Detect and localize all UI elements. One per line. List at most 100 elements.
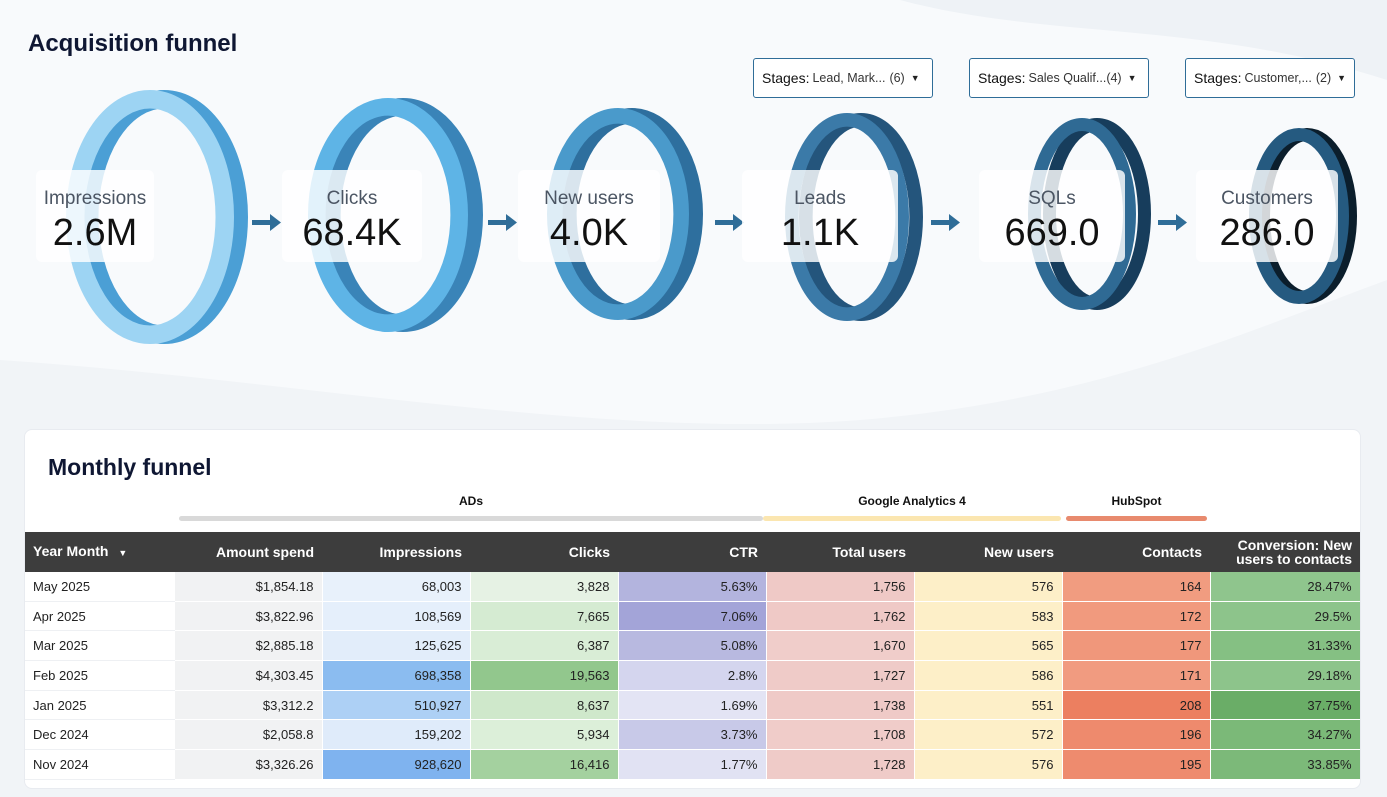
arrow-right-icon <box>715 214 744 231</box>
table-row[interactable]: Jan 2025 $3,312.2 510,927 8,637 1.69% 1,738 55… <box>25 690 1360 721</box>
cell-impressions: 698,358 <box>322 660 471 691</box>
col-header-contacts[interactable]: Contacts <box>1062 532 1210 572</box>
col-header-clicks[interactable]: Clicks <box>470 532 618 572</box>
page-title: Acquisition funnel <box>28 30 238 57</box>
monthly-funnel-table: Year Month ▼ Amount spend Impressions Cl… <box>25 532 1360 780</box>
chevron-down-icon: ▼ <box>1127 73 1137 83</box>
cell-year-month: Dec 2024 <box>25 719 175 751</box>
cell-total-users: 1,727 <box>766 660 915 691</box>
group-bar-ga4 <box>763 516 1061 521</box>
cell-total-users: 1,728 <box>766 749 915 780</box>
arrow-right-icon <box>252 214 281 231</box>
cell-amount-spend: $1,854.18 <box>174 572 323 602</box>
cell-contacts: 196 <box>1062 719 1211 751</box>
cell-new-users: 586 <box>914 660 1063 691</box>
cell-impressions: 159,202 <box>322 719 471 751</box>
group-bar-ads <box>179 516 763 521</box>
cell-impressions: 510,927 <box>322 690 471 721</box>
cell-new-users: 572 <box>914 719 1063 751</box>
arrow-right-icon <box>931 214 960 231</box>
cell-ctr: 5.08% <box>618 630 767 662</box>
cell-year-month: Apr 2025 <box>25 601 175 632</box>
metric-new-users: New users 4.0K <box>518 170 660 262</box>
table-row[interactable]: Apr 2025 $3,822.96 108,569 7,665 7.06% 1,762 5… <box>25 601 1360 632</box>
cell-clicks: 6,387 <box>470 630 619 662</box>
table-row[interactable]: Nov 2024 $3,326.26 928,620 16,416 1.77% 1,728… <box>25 749 1360 780</box>
table-header-row: Year Month ▼ Amount spend Impressions Cl… <box>25 532 1360 572</box>
funnel-graphic <box>65 89 1357 345</box>
col-header-total-users[interactable]: Total users <box>766 532 914 572</box>
cell-impressions: 125,625 <box>322 630 471 662</box>
cell-impressions: 108,569 <box>322 601 471 632</box>
cell-conversion: 37.75% <box>1210 690 1360 721</box>
cell-amount-spend: $3,822.96 <box>174 601 323 632</box>
monthly-funnel-panel: Monthly funnel ADs Google Analytics 4 Hu… <box>24 429 1361 789</box>
group-label-hubspot: HubSpot <box>1111 494 1162 508</box>
cell-contacts: 208 <box>1062 690 1211 721</box>
group-label-ads: ADs <box>458 494 483 508</box>
cell-total-users: 1,738 <box>766 690 915 721</box>
cell-clicks: 8,637 <box>470 690 619 721</box>
col-header-new-users[interactable]: New users <box>914 532 1062 572</box>
cell-year-month: Mar 2025 <box>25 630 175 662</box>
metric-clicks: Clicks 68.4K <box>282 170 422 262</box>
cell-conversion: 29.5% <box>1210 601 1360 632</box>
cell-impressions: 928,620 <box>322 749 471 780</box>
metric-customers: Customers 286.0 <box>1196 170 1338 262</box>
cell-contacts: 164 <box>1062 572 1211 602</box>
cell-contacts: 172 <box>1062 601 1211 632</box>
group-label-ga4: Google Analytics 4 <box>858 494 966 508</box>
arrow-right-icon <box>488 214 517 231</box>
cell-clicks: 16,416 <box>470 749 619 780</box>
cell-new-users: 583 <box>914 601 1063 632</box>
cell-ctr: 1.69% <box>618 690 767 721</box>
col-header-year-month[interactable]: Year Month ▼ <box>25 532 174 572</box>
col-header-amount-spend[interactable]: Amount spend <box>174 532 322 572</box>
cell-amount-spend: $4,303.45 <box>174 660 323 691</box>
cell-total-users: 1,762 <box>766 601 915 632</box>
cell-clicks: 19,563 <box>470 660 619 691</box>
table-row[interactable]: May 2025 $1,854.18 68,003 3,828 5.63% 1,756 57… <box>25 572 1360 602</box>
cell-total-users: 1,670 <box>766 630 915 662</box>
arrow-right-icon <box>1158 214 1187 231</box>
cell-conversion: 33.85% <box>1210 749 1360 780</box>
cell-new-users: 576 <box>914 749 1063 780</box>
cell-clicks: 7,665 <box>470 601 619 632</box>
cell-year-month: Jan 2025 <box>25 690 175 721</box>
stages-filter-sqls[interactable]: Stages: Sales Qualif... (4) ▼ <box>969 58 1149 98</box>
cell-ctr: 5.63% <box>618 572 767 602</box>
col-header-impressions[interactable]: Impressions <box>322 532 470 572</box>
col-header-ctr[interactable]: CTR <box>618 532 766 572</box>
col-header-conversion[interactable]: Conversion: New users to contacts <box>1210 532 1360 572</box>
cell-total-users: 1,708 <box>766 719 915 751</box>
cell-impressions: 68,003 <box>322 572 471 602</box>
table-row[interactable]: Feb 2025 $4,303.45 698,358 19,563 2.8% 1,727 5… <box>25 660 1360 691</box>
cell-new-users: 551 <box>914 690 1063 721</box>
cell-contacts: 171 <box>1062 660 1211 691</box>
stages-filter-customers[interactable]: Stages: Customer,... (2) ▼ <box>1185 58 1355 98</box>
cell-ctr: 7.06% <box>618 601 767 632</box>
table-row[interactable]: Dec 2024 $2,058.8 159,202 5,934 3.73% 1,708 57… <box>25 719 1360 751</box>
metric-sqls: SQLs 669.0 <box>979 170 1125 262</box>
group-bar-hubspot <box>1066 516 1207 521</box>
cell-amount-spend: $2,885.18 <box>174 630 323 662</box>
table-row[interactable]: Mar 2025 $2,885.18 125,625 6,387 5.08% 1,670 5… <box>25 630 1360 662</box>
cell-conversion: 29.18% <box>1210 660 1360 691</box>
cell-contacts: 177 <box>1062 630 1211 662</box>
cell-year-month: Feb 2025 <box>25 660 175 691</box>
cell-amount-spend: $2,058.8 <box>174 719 323 751</box>
cell-conversion: 31.33% <box>1210 630 1360 662</box>
stages-filter-leads[interactable]: Stages: Lead, Mark... (6) ▼ <box>753 58 933 98</box>
cell-ctr: 3.73% <box>618 719 767 751</box>
table-body: May 2025 $1,854.18 68,003 3,828 5.63% 1,756 57… <box>25 572 1360 780</box>
cell-contacts: 195 <box>1062 749 1211 780</box>
cell-year-month: May 2025 <box>25 572 175 602</box>
cell-amount-spend: $3,312.2 <box>174 690 323 721</box>
chevron-down-icon: ▼ <box>910 73 920 83</box>
cell-total-users: 1,756 <box>766 572 915 602</box>
cell-clicks: 3,828 <box>470 572 619 602</box>
cell-ctr: 1.77% <box>618 749 767 780</box>
metric-impressions: Impressions 2.6M <box>36 170 154 262</box>
cell-ctr: 2.8% <box>618 660 767 691</box>
cell-amount-spend: $3,326.26 <box>174 749 323 780</box>
